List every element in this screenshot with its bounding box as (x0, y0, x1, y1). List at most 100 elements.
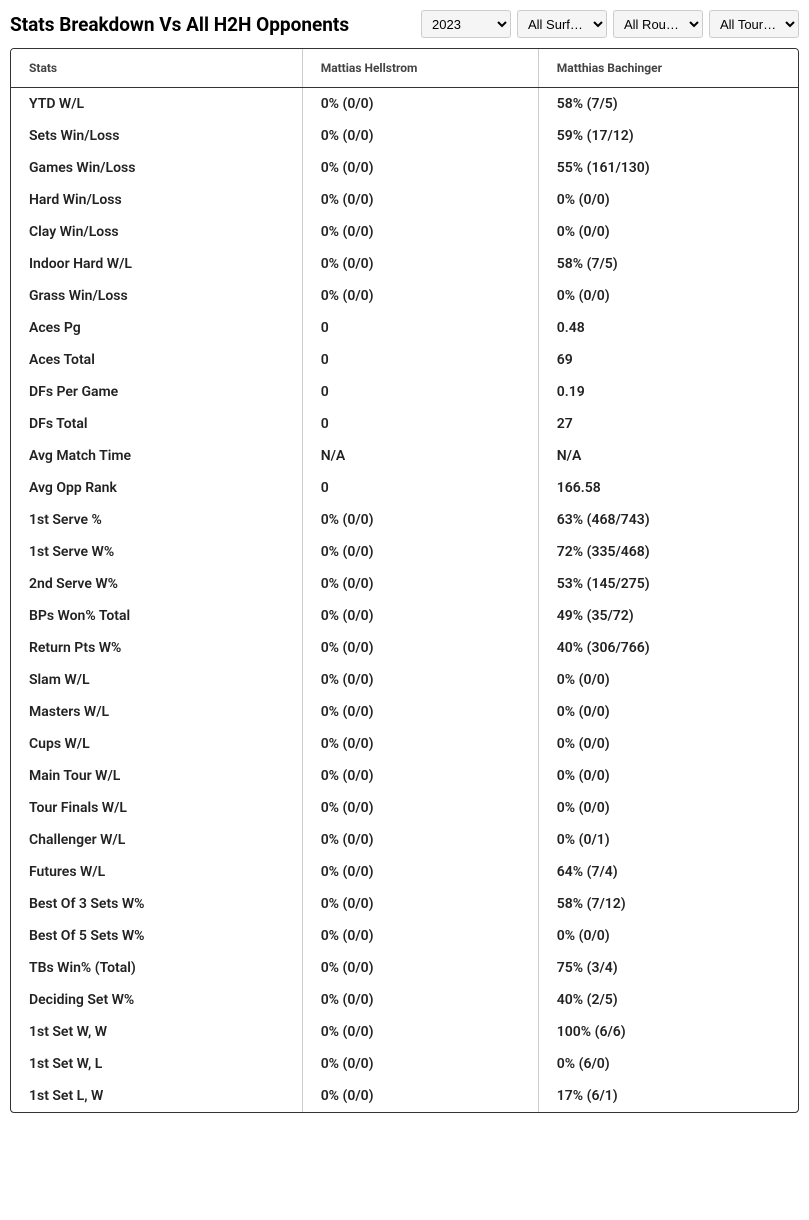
stat-value: 58% (7/5) (538, 88, 798, 121)
stat-label: Cups W/L (11, 728, 302, 760)
stat-value: 0% (0/0) (302, 504, 538, 536)
table-row: Best Of 5 Sets W%0% (0/0)0% (0/0) (11, 920, 798, 952)
stat-value: 59% (17/12) (538, 120, 798, 152)
table-row: Deciding Set W%0% (0/0)40% (2/5) (11, 984, 798, 1016)
stat-value: 0% (0/0) (302, 120, 538, 152)
stat-label: Clay Win/Loss (11, 216, 302, 248)
column-header-stats: Stats (11, 49, 302, 88)
stat-value: 0% (0/0) (302, 728, 538, 760)
table-row: 1st Set W, L0% (0/0)0% (6/0) (11, 1048, 798, 1080)
stats-table: Stats Mattias Hellstrom Matthias Baching… (11, 49, 798, 1112)
stat-value: 0% (0/0) (302, 568, 538, 600)
stat-label: Slam W/L (11, 664, 302, 696)
stat-label: Return Pts W% (11, 632, 302, 664)
filters: 2023 All Surf… All Rou… All Tour… (421, 10, 799, 38)
stat-label: Futures W/L (11, 856, 302, 888)
table-row: Grass Win/Loss0% (0/0)0% (0/0) (11, 280, 798, 312)
table-body: YTD W/L0% (0/0)58% (7/5)Sets Win/Loss0% … (11, 88, 798, 1113)
table-row: Cups W/L0% (0/0)0% (0/0) (11, 728, 798, 760)
stat-value: 0% (0/0) (302, 856, 538, 888)
stat-label: Sets Win/Loss (11, 120, 302, 152)
stat-value: 0% (0/0) (538, 792, 798, 824)
stat-value: 0 (302, 312, 538, 344)
stat-value: 0% (0/0) (302, 1048, 538, 1080)
stats-table-container: Stats Mattias Hellstrom Matthias Baching… (10, 48, 799, 1113)
stat-value: 17% (6/1) (538, 1080, 798, 1112)
table-row: Avg Opp Rank0166.58 (11, 472, 798, 504)
stat-value: 75% (3/4) (538, 952, 798, 984)
stat-label: 1st Serve % (11, 504, 302, 536)
stat-value: 100% (6/6) (538, 1016, 798, 1048)
stat-value: 0.48 (538, 312, 798, 344)
stat-value: 69 (538, 344, 798, 376)
stat-value: 0% (0/0) (302, 536, 538, 568)
tour-filter[interactable]: All Tour… (709, 10, 799, 38)
table-row: Indoor Hard W/L0% (0/0)58% (7/5) (11, 248, 798, 280)
stat-label: Best Of 5 Sets W% (11, 920, 302, 952)
table-row: YTD W/L0% (0/0)58% (7/5) (11, 88, 798, 121)
stat-label: Best Of 3 Sets W% (11, 888, 302, 920)
round-filter[interactable]: All Rou… (613, 10, 703, 38)
stat-value: 0% (6/0) (538, 1048, 798, 1080)
stat-label: Aces Total (11, 344, 302, 376)
table-row: 1st Set W, W0% (0/0)100% (6/6) (11, 1016, 798, 1048)
stat-value: 0% (0/0) (302, 952, 538, 984)
stat-label: Main Tour W/L (11, 760, 302, 792)
stat-value: 53% (145/275) (538, 568, 798, 600)
table-row: Best Of 3 Sets W%0% (0/0)58% (7/12) (11, 888, 798, 920)
stat-value: 0% (0/0) (538, 184, 798, 216)
stat-value: 0% (0/0) (538, 664, 798, 696)
stat-value: 0 (302, 376, 538, 408)
year-filter[interactable]: 2023 (421, 10, 511, 38)
stat-value: 0% (0/0) (302, 888, 538, 920)
stat-label: DFs Per Game (11, 376, 302, 408)
stat-value: 49% (35/72) (538, 600, 798, 632)
table-row: Masters W/L0% (0/0)0% (0/0) (11, 696, 798, 728)
stat-value: 0% (0/1) (538, 824, 798, 856)
stat-value: 0% (0/0) (302, 760, 538, 792)
stat-value: 72% (335/468) (538, 536, 798, 568)
table-row: Tour Finals W/L0% (0/0)0% (0/0) (11, 792, 798, 824)
surface-filter[interactable]: All Surf… (517, 10, 607, 38)
table-row: Hard Win/Loss0% (0/0)0% (0/0) (11, 184, 798, 216)
table-row: BPs Won% Total0% (0/0)49% (35/72) (11, 600, 798, 632)
stat-label: Aces Pg (11, 312, 302, 344)
stat-label: BPs Won% Total (11, 600, 302, 632)
stat-value: 63% (468/743) (538, 504, 798, 536)
stat-label: 1st Set L, W (11, 1080, 302, 1112)
stat-value: 0% (0/0) (302, 824, 538, 856)
stat-value: 0% (0/0) (302, 696, 538, 728)
column-header-player2: Matthias Bachinger (538, 49, 798, 88)
stat-value: 0.19 (538, 376, 798, 408)
stat-label: Games Win/Loss (11, 152, 302, 184)
table-row: Slam W/L0% (0/0)0% (0/0) (11, 664, 798, 696)
stat-label: 2nd Serve W% (11, 568, 302, 600)
stat-label: 1st Set W, W (11, 1016, 302, 1048)
stat-value: 0% (0/0) (538, 280, 798, 312)
table-row: Main Tour W/L0% (0/0)0% (0/0) (11, 760, 798, 792)
stat-value: 0% (0/0) (302, 216, 538, 248)
column-header-player1: Mattias Hellstrom (302, 49, 538, 88)
table-row: 1st Serve W%0% (0/0)72% (335/468) (11, 536, 798, 568)
stat-value: 0% (0/0) (302, 600, 538, 632)
stat-value: 0% (0/0) (538, 696, 798, 728)
stat-value: 0 (302, 408, 538, 440)
stat-label: Tour Finals W/L (11, 792, 302, 824)
table-row: 2nd Serve W%0% (0/0)53% (145/275) (11, 568, 798, 600)
table-row: Return Pts W%0% (0/0)40% (306/766) (11, 632, 798, 664)
stat-label: Hard Win/Loss (11, 184, 302, 216)
table-row: Avg Match TimeN/AN/A (11, 440, 798, 472)
stat-value: 0% (0/0) (302, 248, 538, 280)
stat-value: 0% (0/0) (302, 1016, 538, 1048)
stat-value: 27 (538, 408, 798, 440)
table-row: Aces Pg00.48 (11, 312, 798, 344)
stat-value: 64% (7/4) (538, 856, 798, 888)
stat-value: 55% (161/130) (538, 152, 798, 184)
stat-value: 166.58 (538, 472, 798, 504)
stat-value: 58% (7/5) (538, 248, 798, 280)
stat-label: Masters W/L (11, 696, 302, 728)
stat-value: 0% (0/0) (302, 920, 538, 952)
stat-value: 0 (302, 472, 538, 504)
stat-label: Deciding Set W% (11, 984, 302, 1016)
stat-label: YTD W/L (11, 88, 302, 121)
